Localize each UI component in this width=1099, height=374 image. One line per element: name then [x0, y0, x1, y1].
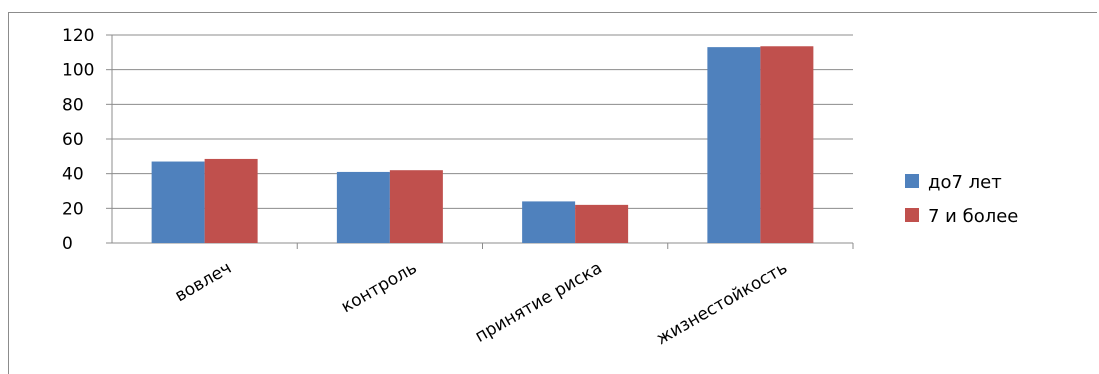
y-tick-label: 80 [62, 95, 84, 115]
category-labels: вовлеч контроль принятие риска жизнестойкос… [172, 258, 791, 349]
legend-label: 7 и более [928, 206, 1018, 227]
legend-swatch [905, 208, 919, 222]
bar [151, 161, 205, 243]
bar [522, 201, 576, 243]
bar [336, 171, 390, 243]
y-tick-label: 100 [62, 61, 94, 81]
category-label: принятие риска [472, 258, 606, 347]
y-tick-label: 20 [62, 199, 84, 219]
legend-swatch [905, 174, 919, 188]
y-tick-label: 40 [62, 165, 84, 185]
y-tick-labels: 0 20 40 60 80 100 120 [62, 26, 94, 254]
bar [204, 158, 258, 243]
bars [151, 46, 814, 244]
legend-label: до7 лет [928, 172, 1002, 193]
y-tick-label: 60 [62, 130, 84, 150]
legend: до7 лет 7 и более [905, 172, 1018, 227]
bar [389, 170, 443, 243]
y-tick-label: 120 [62, 26, 94, 46]
bar [760, 46, 814, 244]
bar [707, 47, 761, 244]
category-label: жизнестойкость [653, 258, 791, 349]
chart-frame [8, 12, 1097, 374]
y-tick-label: 0 [62, 234, 73, 254]
category-label: контроль [338, 258, 421, 317]
category-label: вовлеч [172, 258, 236, 306]
bar [575, 204, 629, 243]
